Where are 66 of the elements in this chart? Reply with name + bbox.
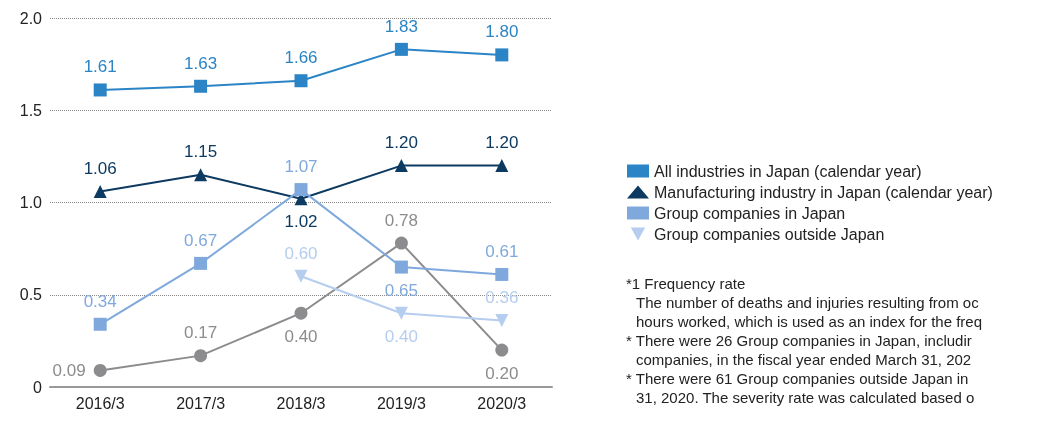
data-label: 1.06 (83, 158, 117, 178)
data-label: 1.83 (384, 16, 418, 36)
point (495, 343, 509, 357)
data-label: 1.20 (485, 133, 519, 153)
point (495, 48, 509, 62)
point (294, 306, 308, 320)
data-label: 1.15 (184, 142, 218, 162)
point (194, 168, 208, 182)
point (495, 314, 509, 328)
data-label: 1.63 (184, 53, 218, 73)
point (394, 159, 408, 173)
legend-label: Manufacturing industry in Japan (calendar year) (654, 183, 993, 201)
text: *1 Frequency rate (626, 275, 746, 292)
point (93, 83, 107, 97)
text: The number of deaths and injuries resulting from oc (636, 294, 980, 311)
point (394, 42, 408, 56)
point (93, 184, 107, 198)
legend-label: Group companies in Japan (654, 204, 846, 222)
point (495, 267, 509, 281)
text: * There were 61 Group companies outside Japan in (626, 370, 969, 387)
x-tick-label: 2016/3 (75, 394, 125, 412)
point (194, 349, 208, 363)
point (394, 236, 408, 250)
data-label: 0.20 (485, 363, 519, 383)
y-tick-label: 1.5 (19, 101, 43, 119)
point (194, 256, 208, 270)
point (394, 260, 408, 274)
data-label: 0.09 (52, 360, 86, 380)
point (294, 183, 308, 197)
data-label: 1.61 (83, 57, 117, 77)
point (194, 79, 208, 93)
data-label: 0.34 (83, 291, 117, 311)
data-label: 0.65 (384, 280, 418, 300)
x-tick-label: 2018/3 (276, 394, 326, 412)
text: 31, 2020. The severity rate was calculated based o (636, 389, 975, 406)
x-tick-label: 2019/3 (376, 394, 426, 412)
data-label: 0.40 (284, 326, 318, 346)
point (495, 159, 509, 173)
data-label: 0.36 (485, 288, 519, 308)
data-label: 1.66 (284, 48, 318, 68)
x-tick-label: 2017/3 (176, 394, 226, 412)
point (93, 363, 107, 377)
legend-label: Group companies outside Japan (654, 225, 885, 243)
point (294, 74, 308, 88)
data-label: 0.67 (184, 230, 218, 250)
data-label: 1.02 (284, 212, 318, 232)
x-tick-label: 2020/3 (477, 394, 527, 412)
y-tick-label: 2.0 (19, 9, 43, 27)
text: * There were 26 Group companies in Japan, includir (626, 332, 972, 349)
legend-label: All industries in Japan (calendar year) (654, 162, 922, 180)
y-tick-label: 0.5 (19, 286, 43, 304)
text: hours worked, which is used as an index for the freq (636, 313, 983, 330)
point (294, 269, 308, 283)
data-label: 1.80 (485, 22, 519, 42)
y-tick-label: 1.0 (19, 194, 43, 211)
data-label: 0.17 (184, 323, 218, 343)
point (394, 306, 408, 320)
data-label: 0.61 (485, 241, 519, 261)
data-label: 0.78 (384, 210, 418, 230)
y-tick-label: 0 (33, 378, 43, 396)
point (93, 317, 107, 331)
data-label: 0.40 (384, 326, 418, 346)
text: companies, in the fiscal year ended March 31, 202 (636, 351, 972, 368)
data-label: 0.60 (284, 243, 318, 263)
data-label: 1.20 (384, 133, 418, 153)
data-label: 1.07 (284, 157, 318, 177)
